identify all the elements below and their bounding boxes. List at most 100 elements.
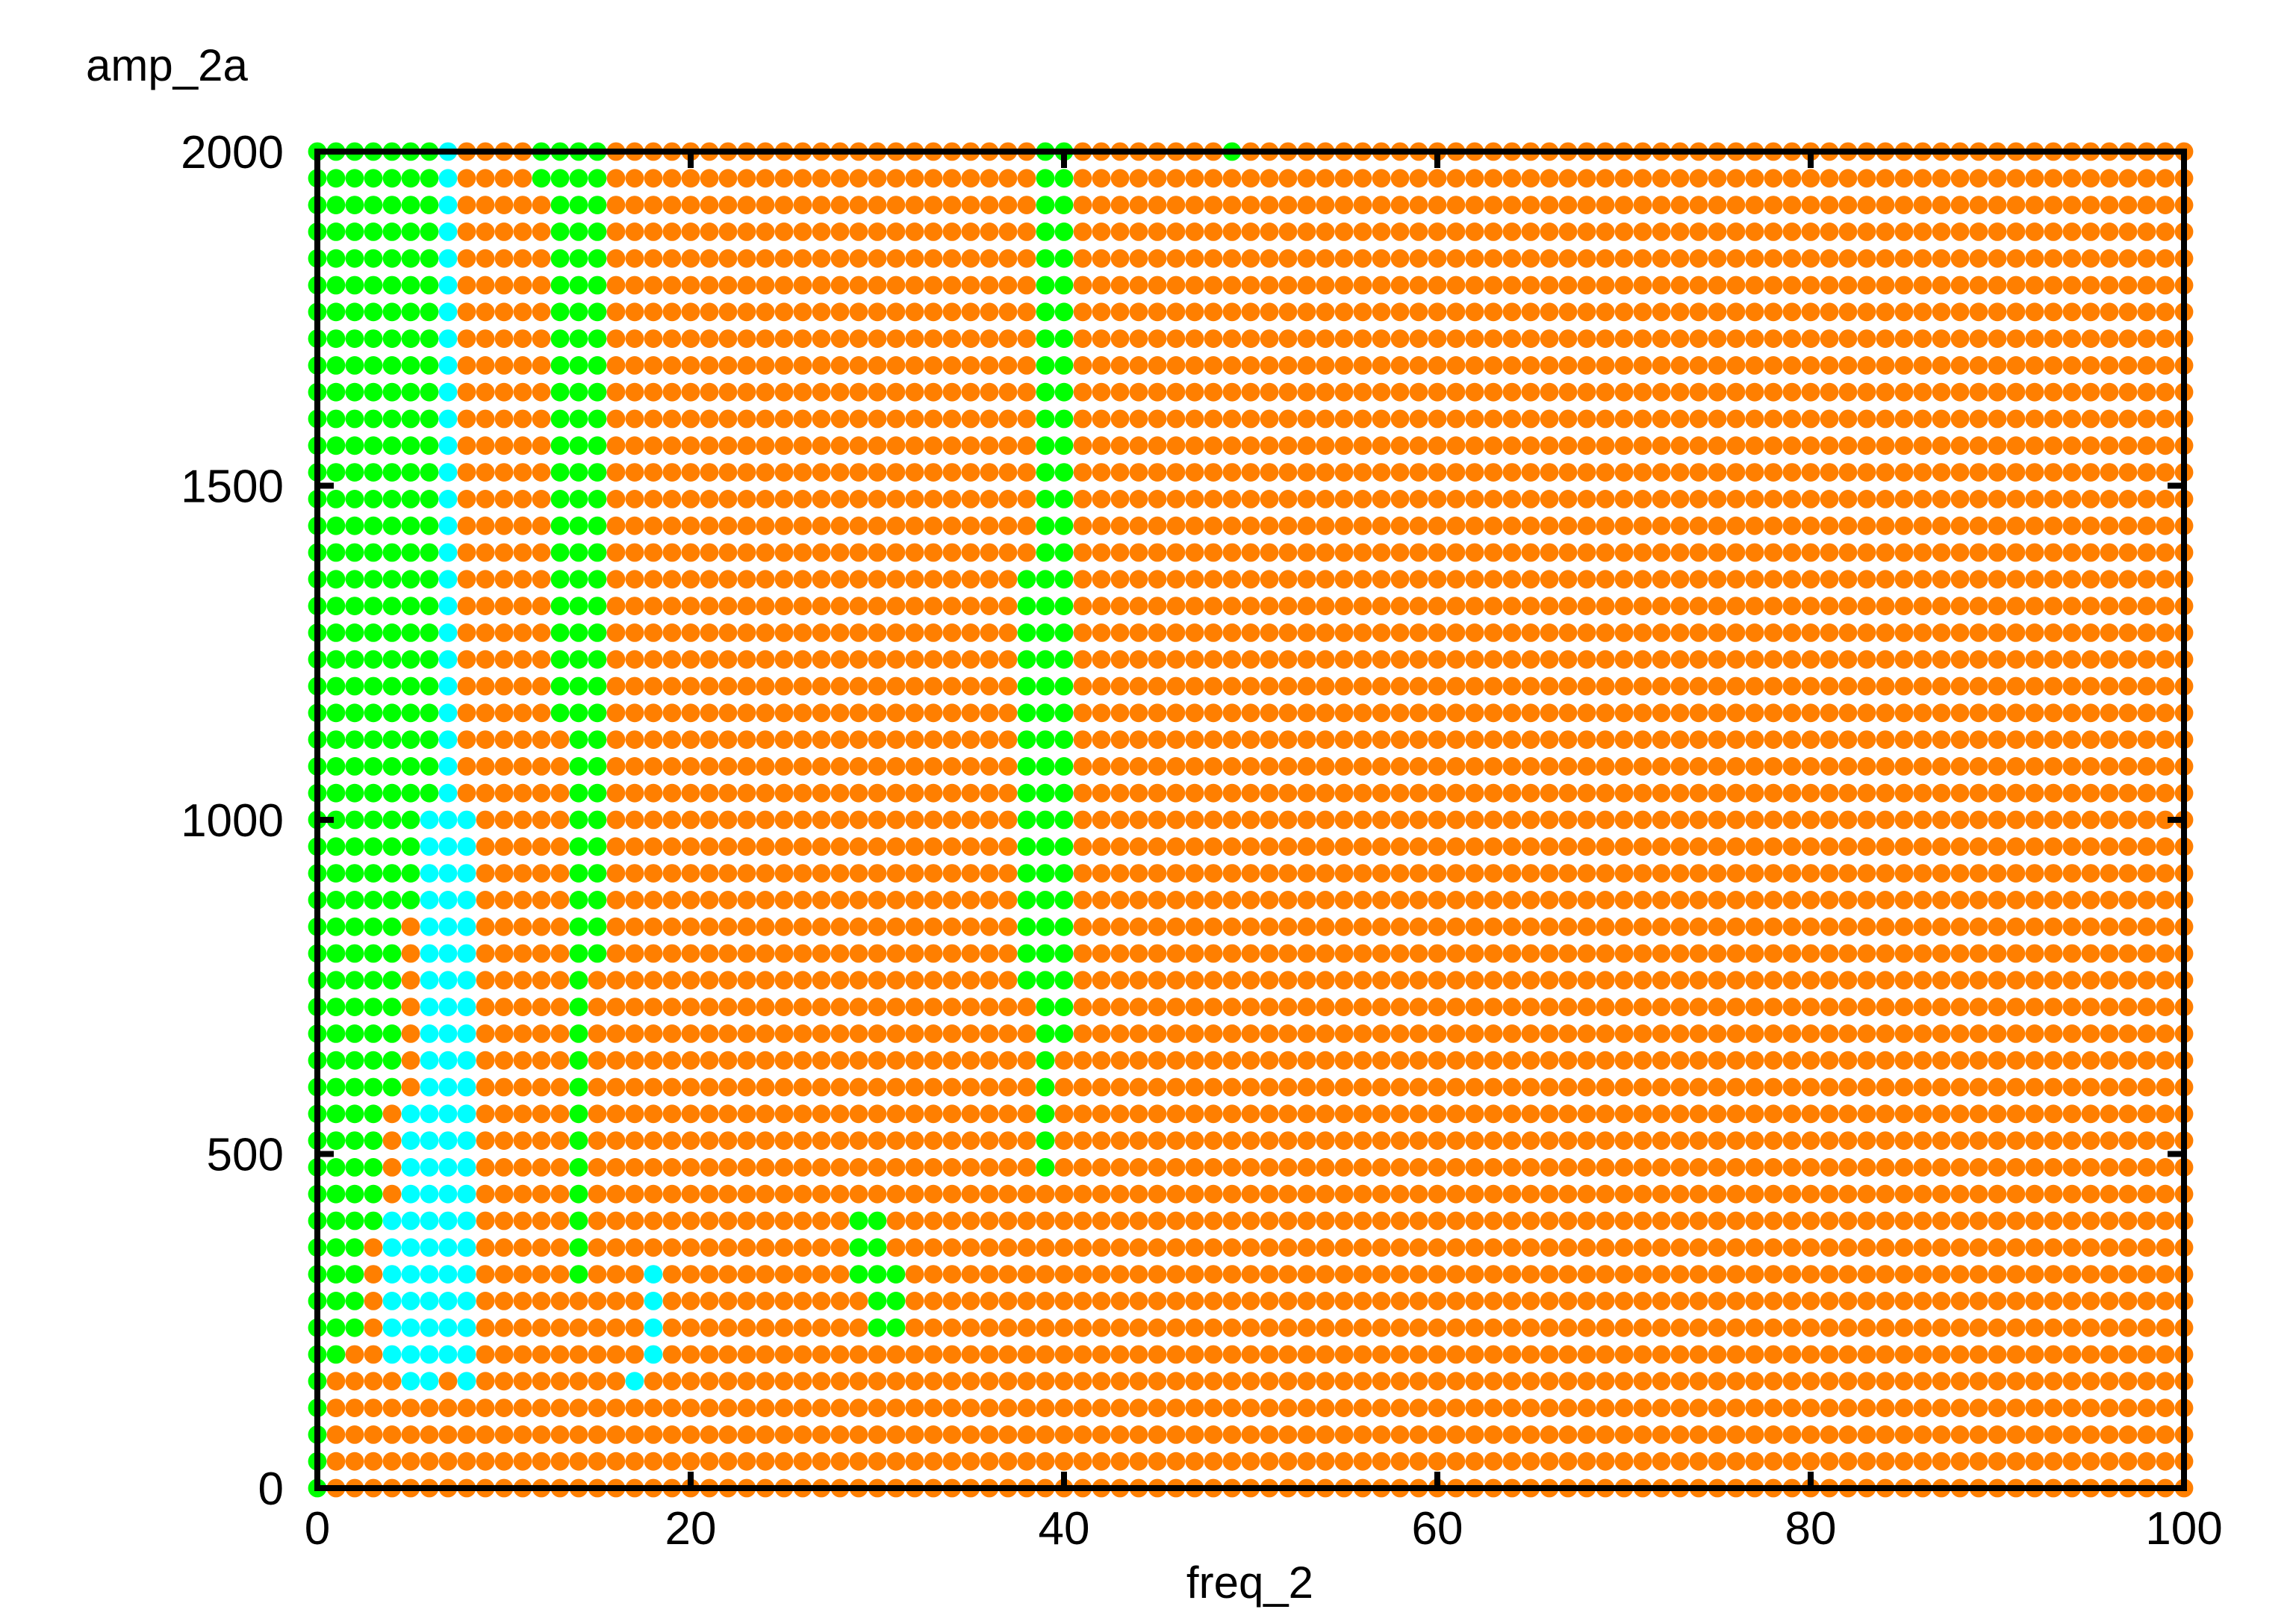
- data-point-orange: [1894, 490, 1914, 508]
- data-point-orange: [2081, 1158, 2100, 1177]
- data-point-green: [1036, 783, 1055, 803]
- data-point-orange: [1577, 329, 1596, 348]
- data-point-orange: [606, 543, 626, 562]
- data-point-orange: [830, 944, 850, 963]
- data-point-orange: [1092, 971, 1111, 990]
- data-point-cyan: [438, 436, 458, 455]
- data-point-orange: [756, 1211, 775, 1231]
- data-point-green: [401, 516, 420, 535]
- data-point-orange: [644, 1211, 663, 1231]
- data-point-orange: [1652, 703, 1671, 723]
- data-point-orange: [1484, 463, 1503, 482]
- data-point-orange: [1652, 543, 1671, 562]
- data-point-orange: [457, 490, 476, 508]
- data-point-orange: [2044, 329, 2063, 348]
- data-point-orange: [774, 249, 794, 268]
- data-point-orange: [1073, 623, 1092, 642]
- data-point-orange: [1484, 1345, 1503, 1364]
- data-point-orange: [625, 223, 644, 241]
- data-point-orange: [1764, 1318, 1783, 1337]
- data-point-orange: [1092, 1452, 1111, 1471]
- data-point-orange: [718, 917, 738, 936]
- data-point-orange: [1073, 650, 1092, 669]
- data-point-orange: [1950, 302, 1970, 322]
- data-point-orange: [2100, 1452, 2119, 1471]
- data-point-orange: [1465, 409, 1484, 429]
- data-point-orange: [924, 516, 943, 535]
- data-point-orange: [905, 1318, 924, 1337]
- data-point-orange: [1428, 597, 1447, 615]
- data-point-green: [1054, 944, 1074, 963]
- data-point-green: [1036, 757, 1055, 776]
- data-point-orange: [606, 730, 626, 749]
- data-point-orange: [1446, 757, 1466, 776]
- data-point-orange: [662, 891, 682, 909]
- data-point-orange: [774, 570, 794, 589]
- data-point-orange: [1950, 998, 1970, 1016]
- data-point-green: [326, 1265, 346, 1284]
- data-point-orange: [625, 329, 644, 348]
- data-point-orange: [1316, 1345, 1335, 1364]
- data-point-cyan: [457, 1372, 476, 1391]
- data-point-orange: [1820, 490, 1839, 508]
- data-point-orange: [924, 1399, 943, 1417]
- data-point-orange: [924, 757, 943, 776]
- data-point-orange: [700, 543, 719, 562]
- data-point-orange: [812, 650, 831, 669]
- data-point-cyan: [420, 864, 439, 883]
- data-point-orange: [1502, 1372, 1522, 1391]
- data-point-orange: [905, 971, 924, 990]
- data-point-green: [550, 169, 570, 188]
- data-point-green: [569, 276, 588, 295]
- data-point-orange: [1465, 837, 1484, 856]
- data-point-orange: [793, 356, 812, 375]
- data-point-orange: [1577, 1399, 1596, 1417]
- data-point-orange: [532, 1051, 551, 1070]
- data-point-orange: [1110, 623, 1130, 642]
- data-point-orange: [1166, 302, 1186, 322]
- data-point-green: [326, 329, 346, 348]
- data-point-orange: [1689, 1158, 1708, 1177]
- data-point-green: [1054, 971, 1074, 990]
- data-point-green: [326, 676, 346, 696]
- data-point-green: [588, 302, 607, 322]
- data-point-orange: [644, 944, 663, 963]
- data-point-orange: [550, 1265, 570, 1284]
- data-point-orange: [1558, 891, 1578, 909]
- data-point-orange: [1129, 543, 1148, 562]
- data-point-orange: [494, 570, 514, 589]
- data-point-orange: [1372, 1399, 1391, 1417]
- data-point-orange: [1857, 650, 1876, 669]
- data-point-orange: [1017, 302, 1036, 322]
- data-point-orange: [2006, 1318, 2026, 1337]
- data-point-orange: [2081, 382, 2100, 402]
- data-point-green: [382, 1077, 402, 1097]
- data-point-orange: [1260, 1051, 1279, 1070]
- data-point-orange: [1241, 356, 1260, 375]
- data-point-orange: [1950, 1345, 1970, 1364]
- data-point-orange: [2118, 570, 2138, 589]
- data-point-orange: [1540, 302, 1559, 322]
- data-point-orange: [1446, 650, 1466, 669]
- data-point-green: [345, 971, 364, 990]
- data-point-orange: [1633, 864, 1652, 883]
- data-point-orange: [1241, 1425, 1260, 1444]
- data-point-orange: [1614, 302, 1634, 322]
- data-point-orange: [1428, 810, 1447, 830]
- data-point-cyan: [438, 623, 458, 642]
- data-point-green: [420, 382, 439, 402]
- data-point-orange: [1278, 1077, 1298, 1097]
- data-point-orange: [1278, 1104, 1298, 1124]
- data-point-orange: [513, 490, 532, 508]
- data-point-orange: [756, 650, 775, 669]
- data-point-orange: [980, 382, 999, 402]
- data-point-cyan: [457, 837, 476, 856]
- data-point-orange: [793, 730, 812, 749]
- data-point-orange: [1988, 1265, 2007, 1284]
- data-point-green: [326, 944, 346, 963]
- data-point-orange: [1633, 516, 1652, 535]
- data-point-orange: [700, 1265, 719, 1284]
- data-point-orange: [1390, 730, 1410, 749]
- data-point-cyan: [401, 1158, 420, 1177]
- data-point-orange: [2006, 1265, 2026, 1284]
